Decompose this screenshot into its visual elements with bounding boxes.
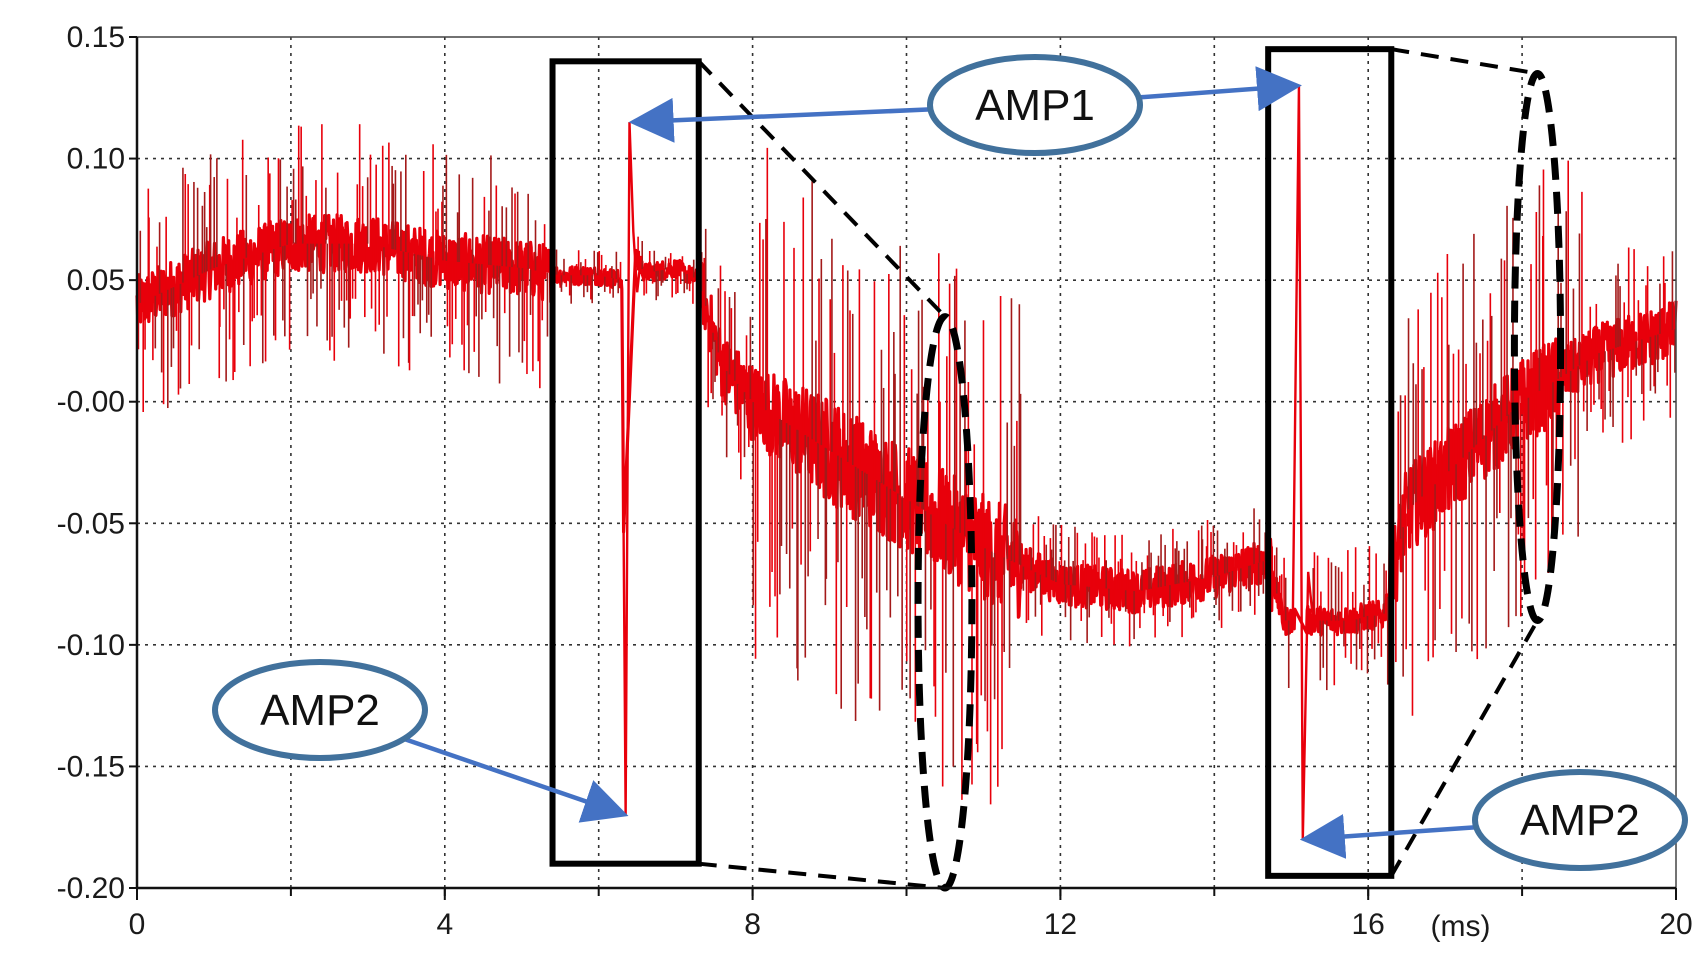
zoom-line-bottom-1: [698, 861, 946, 890]
overlay-layer: [549, 46, 1565, 892]
zoom-line-top-2: [1390, 47, 1538, 76]
callout-layer: AMP1 AMP2 AMP2: [212, 54, 1688, 871]
x-tick-label: 12: [1044, 908, 1077, 941]
zoom-line-bottom-2: [1389, 619, 1540, 877]
x-tick-label: 16: [1352, 908, 1385, 941]
annotation-ellipse: [1472, 769, 1688, 871]
annotation-label: AMP1: [975, 81, 1095, 130]
annotation-arrow: [1299, 813, 1477, 859]
x-tick-label: 20: [1659, 908, 1692, 941]
annotation-ellipse: [927, 54, 1143, 156]
annotation-arrow: [403, 736, 629, 823]
y-tick-label: 0.05: [67, 264, 125, 297]
annotation-label: AMP2: [1520, 796, 1640, 845]
annotation-label: AMP2: [260, 686, 380, 735]
y-tick-label: -0.00: [57, 386, 125, 419]
x-unit-label: (ms): [1431, 910, 1491, 943]
y-tick-label: -0.20: [57, 872, 125, 905]
y-tick-label: -0.15: [57, 750, 125, 783]
axis-layer: 0.15 0.10 0.05 -0.00 -0.05 -0.10 -0.15 -0.200 4 8…: [57, 21, 1693, 943]
highlight-box-2: [1265, 46, 1395, 879]
amp-pulse-2: [1291, 85, 1316, 840]
dashed-ellipse-2: [1510, 69, 1565, 625]
y-tick-label: 0.15: [67, 21, 125, 54]
signal-layer: [135, 85, 1678, 840]
y-tick-label: -0.05: [57, 507, 125, 540]
x-tick-label: 4: [436, 908, 453, 941]
x-tick-label: 8: [744, 908, 761, 941]
annotation-arrow: [1138, 66, 1302, 112]
highlight-box-1: [549, 58, 702, 867]
annotation-ellipse: [212, 659, 428, 761]
y-tick-label: -0.10: [57, 629, 125, 662]
amp-pulse-1: [620, 122, 643, 816]
x-tick-label: 0: [129, 908, 146, 941]
annotation-arrow: [628, 97, 931, 143]
y-tick-label: 0.10: [67, 143, 125, 176]
